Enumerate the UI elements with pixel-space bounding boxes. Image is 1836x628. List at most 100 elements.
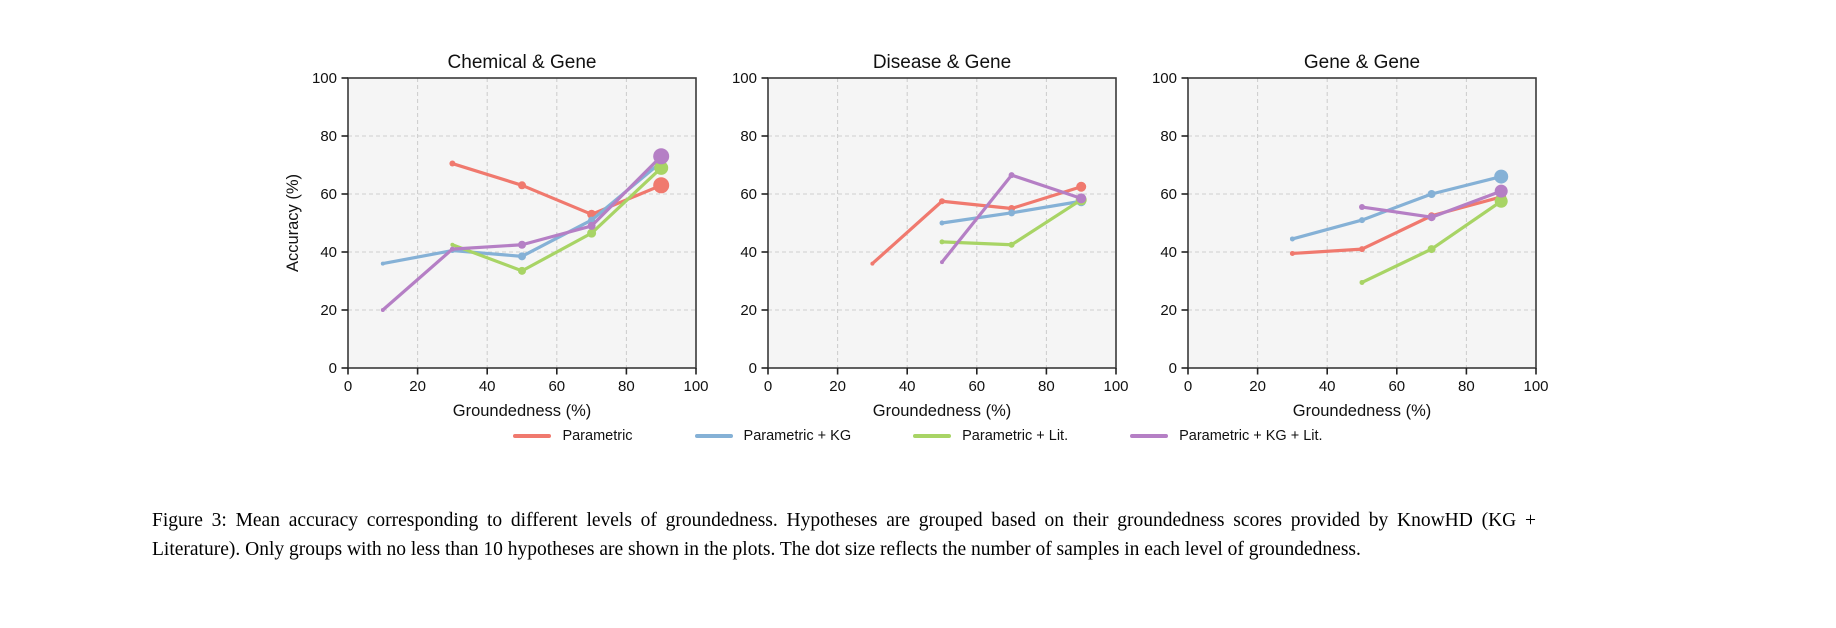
y-tick-label: 60 [1160, 186, 1177, 203]
data-point [587, 228, 597, 238]
x-tick-label: 0 [1184, 378, 1192, 395]
y-tick-label: 60 [320, 186, 337, 203]
data-point [939, 220, 945, 226]
legend-label: Parametric + KG + Lit. [1179, 428, 1323, 444]
data-point [1427, 245, 1436, 254]
legend-label: Parametric + KG [743, 428, 852, 444]
data-point [1427, 213, 1436, 222]
data-point [1076, 181, 1087, 192]
x-tick-label: 80 [1458, 378, 1475, 395]
data-point [653, 177, 670, 194]
line-swatch-icon [513, 434, 552, 438]
data-point [1008, 172, 1015, 179]
data-point [380, 308, 385, 312]
chart-chemical-gene-svg: 0 20 40 60 80 100 0 20 40 60 80 100 Chemical & Gene G… [284, 52, 709, 420]
chart-disease-gene-svg: 0 20 40 60 80 100 0 20 40 60 80 100 Disease & Gene Gr… [732, 52, 1129, 420]
legend-item-parametric-kg-lit: Parametric + KG + Lit. [1130, 428, 1323, 444]
data-point [587, 221, 596, 230]
y-tick-label: 40 [320, 244, 337, 261]
data-point [450, 242, 455, 247]
chart-chemical-gene: 0 20 40 60 80 100 0 20 40 60 80 100 Chemical & Gene G… [268, 20, 718, 425]
chart-title: Gene & Gene [1304, 52, 1420, 73]
x-axis-label: Groundedness (%) [873, 402, 1012, 420]
data-point [654, 160, 669, 175]
data-point [1008, 241, 1015, 248]
figure-legend: Parametric Parametric + KG Parametric + … [0, 428, 1836, 444]
data-point [939, 239, 945, 245]
y-tick-label: 0 [749, 360, 757, 377]
data-point [1359, 246, 1365, 253]
data-point [518, 181, 526, 190]
x-tick-label: 80 [1038, 378, 1055, 395]
x-tick-label: 20 [409, 378, 426, 395]
chart-disease-gene: 0 20 40 60 80 100 0 20 40 60 80 100 Disease & Gene Gr… [688, 20, 1138, 425]
figure-caption: Figure 3: Mean accuracy corresponding to… [152, 510, 1536, 560]
x-tick-label: 40 [1319, 378, 1336, 395]
legend-label: Parametric + Lit. [962, 428, 1069, 444]
data-point [518, 266, 526, 275]
x-tick-label: 100 [1523, 378, 1548, 395]
line-swatch-icon [913, 434, 952, 438]
data-point [449, 160, 456, 167]
y-axis-label: Accuracy (%) [284, 174, 302, 272]
y-tick-label: 40 [740, 244, 757, 261]
series-line [1290, 195, 1503, 256]
data-point [1289, 236, 1295, 242]
chart-title: Chemical & Gene [448, 52, 597, 73]
series-line [870, 185, 1083, 266]
legend-item-parametric-lit: Parametric + Lit. [913, 428, 1068, 444]
x-tick-label: 100 [683, 378, 708, 395]
chart-gene-gene: 0 20 40 60 80 100 0 20 40 60 80 100 Gene & Gene Groun… [1108, 20, 1558, 425]
data-point [1359, 204, 1365, 211]
y-tick-label: 80 [740, 128, 757, 145]
y-tick-label: 0 [1169, 360, 1177, 377]
data-point [1494, 194, 1508, 208]
x-tick-label: 60 [1388, 378, 1405, 395]
line-swatch-icon [694, 434, 733, 438]
x-tick-label: 0 [764, 378, 772, 395]
x-tick-label: 20 [829, 378, 846, 395]
legend-item-parametric: Parametric [513, 428, 633, 444]
data-point [1494, 169, 1509, 184]
y-tick-label: 60 [740, 186, 757, 203]
data-point [1359, 217, 1365, 224]
plot-frame [767, 77, 1117, 369]
plot-frame [347, 77, 697, 369]
y-tick-label: 100 [312, 70, 337, 87]
y-tick-label: 80 [1160, 128, 1177, 145]
data-point [870, 261, 875, 266]
data-point [588, 216, 596, 224]
data-point [1427, 190, 1436, 198]
x-axis-label: Groundedness (%) [453, 402, 592, 420]
y-tick-label: 20 [740, 302, 757, 319]
x-tick-label: 40 [479, 378, 496, 395]
y-tick-label: 80 [320, 128, 337, 145]
data-point [1494, 184, 1508, 198]
y-tick-label: 20 [320, 302, 337, 319]
x-tick-label: 80 [618, 378, 635, 395]
y-tick-label: 0 [329, 360, 337, 377]
data-point [653, 148, 670, 165]
data-point [1076, 193, 1087, 204]
series-line [1290, 175, 1503, 241]
data-point [1008, 209, 1016, 217]
data-point [518, 240, 526, 249]
line-swatch-icon [1130, 434, 1169, 438]
data-point [449, 246, 455, 252]
data-point [1289, 250, 1295, 256]
y-tick-label: 100 [1152, 70, 1177, 87]
chart-title: Disease & Gene [873, 52, 1011, 73]
x-tick-label: 20 [1249, 378, 1266, 395]
data-point [1359, 279, 1365, 285]
legend-label: Parametric [562, 428, 633, 444]
legend-item-parametric-kg: Parametric + KG [694, 428, 852, 444]
plot-area [348, 78, 696, 368]
data-point [940, 260, 944, 265]
y-tick-label: 20 [1160, 302, 1177, 319]
y-tick-label: 100 [732, 70, 757, 87]
x-tick-label: 60 [968, 378, 985, 395]
data-point [380, 261, 385, 266]
data-point [518, 252, 526, 261]
x-tick-label: 60 [548, 378, 565, 395]
